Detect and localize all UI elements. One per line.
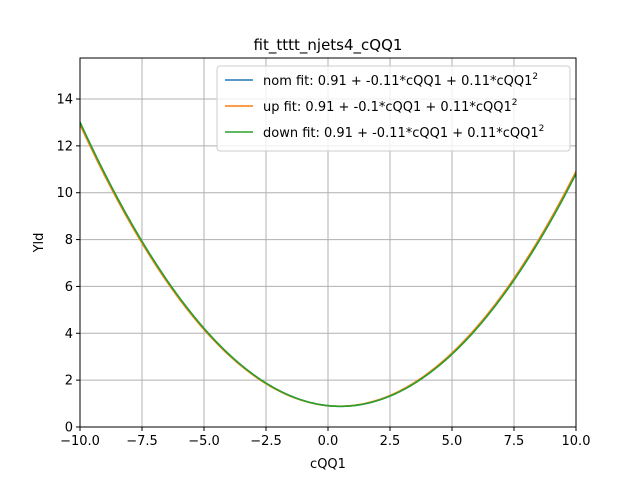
- x-tick-label: −7.5: [126, 434, 158, 449]
- ticks: −10.0 −7.5 −5.0 −2.5 0.0 2.5 5.0 7.5 10.0 0 2 4 6 8 10…: [56, 93, 590, 450]
- plot-lines: [79, 121, 577, 408]
- x-tick-label: −10.0: [60, 434, 100, 449]
- series-line-2: [79, 121, 577, 408]
- y-tick-label: 8: [65, 233, 73, 248]
- y-axis-label: Yld: [32, 233, 47, 254]
- y-tick-label: 2: [65, 374, 73, 389]
- x-tick-label: −5.0: [188, 434, 220, 449]
- x-tick-label: 0.0: [318, 434, 339, 449]
- legend-label-exponent: 2: [532, 72, 538, 82]
- x-tick-label: −2.5: [250, 434, 282, 449]
- legend-label-exponent: 2: [539, 124, 545, 134]
- x-tick-label: 7.5: [504, 434, 525, 449]
- legend-label-text: nom fit: 0.91 + -0.11*cQQ1 + 0.11*cQQ1: [263, 74, 532, 89]
- x-tick-label: 10.0: [562, 434, 591, 449]
- y-tick-label: 4: [65, 327, 73, 342]
- x-axis-label: cQQ1: [310, 457, 346, 472]
- legend-label: nom fit: 0.91 + -0.11*cQQ1 + 0.11*cQQ12: [263, 72, 538, 89]
- y-tick-label: 6: [65, 280, 73, 295]
- legend-label-text: up fit: 0.91 + -0.1*cQQ1 + 0.11*cQQ1: [263, 100, 512, 115]
- chart-title: fit_tttt_njets4_cQQ1: [254, 36, 403, 55]
- legend-label-exponent: 2: [512, 98, 518, 108]
- x-tick-label: 5.0: [442, 434, 463, 449]
- legend: nom fit: 0.91 + -0.11*cQQ1 + 0.11*cQQ12u…: [216, 65, 571, 152]
- y-tick-label: 14: [56, 93, 73, 108]
- y-tick-label: 10: [56, 186, 73, 201]
- legend-label: down fit: 0.91 + -0.11*cQQ1 + 0.11*cQQ12: [263, 124, 544, 141]
- y-tick-label: 12: [56, 139, 73, 154]
- x-tick-label: 2.5: [380, 434, 401, 449]
- legend-label: up fit: 0.91 + -0.1*cQQ1 + 0.11*cQQ12: [263, 98, 518, 115]
- legend-box: [216, 65, 571, 152]
- legend-label-text: down fit: 0.91 + -0.11*cQQ1 + 0.11*cQQ1: [263, 126, 539, 141]
- y-tick-label: 0: [65, 421, 73, 436]
